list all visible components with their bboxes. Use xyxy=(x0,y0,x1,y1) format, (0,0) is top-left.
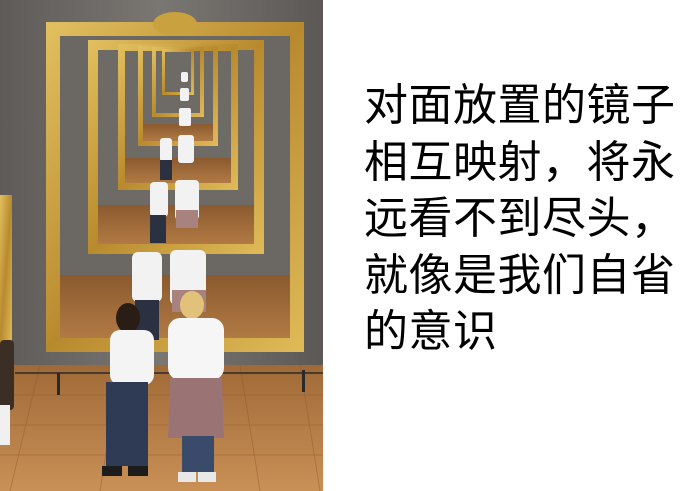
side-frame-left xyxy=(0,195,12,345)
caption-line: 的意识 xyxy=(364,306,498,357)
visitor-edge xyxy=(0,340,14,445)
caption-line: 对面放置的镜子 xyxy=(364,80,676,131)
visitor-right xyxy=(168,291,224,482)
caption-line: 就像是我们自省 xyxy=(364,249,676,301)
caption-line: 相互映射，将永 xyxy=(364,136,676,188)
gallery-floor xyxy=(0,365,323,491)
caption-text: 对面放置的镜子 相互映射，将永 远看不到尽头， 就像是我们自省 的意识 xyxy=(364,78,699,361)
frame-crest xyxy=(153,12,197,36)
mirror-gallery-photo xyxy=(0,0,323,491)
caption-line: 远看不到尽头， xyxy=(364,193,676,244)
visitor-left xyxy=(102,303,154,476)
